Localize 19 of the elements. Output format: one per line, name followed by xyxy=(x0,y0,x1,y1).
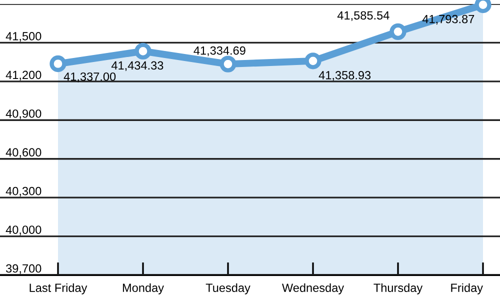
x-tick-label: Thursday xyxy=(374,283,423,294)
data-label: 41,434.33 xyxy=(111,61,164,72)
y-tick-label: 39,700 xyxy=(6,264,42,274)
x-tick-label: Last Friday xyxy=(30,283,88,294)
data-label: 41,793.87 xyxy=(422,14,474,25)
data-label: 41,334.69 xyxy=(194,46,246,56)
x-tick-label: Wednesday xyxy=(282,283,344,294)
data-label: 41,585.54 xyxy=(337,11,390,21)
y-tick-label: 41,200 xyxy=(6,70,42,80)
y-tick-label: 40,600 xyxy=(6,148,42,158)
data-label: 41,358.93 xyxy=(318,71,371,81)
y-tick-label: 40,900 xyxy=(6,109,42,120)
x-tick-label: Monday xyxy=(122,283,164,294)
x-tick-label: Friday xyxy=(451,283,483,294)
y-tick-label: 40,300 xyxy=(6,186,42,197)
data-label: 41,337.00 xyxy=(64,72,116,82)
y-tick-label: 41,500 xyxy=(6,32,42,42)
y-tick-label: 40,000 xyxy=(6,226,42,236)
x-tick-label: Tuesday xyxy=(206,283,250,294)
